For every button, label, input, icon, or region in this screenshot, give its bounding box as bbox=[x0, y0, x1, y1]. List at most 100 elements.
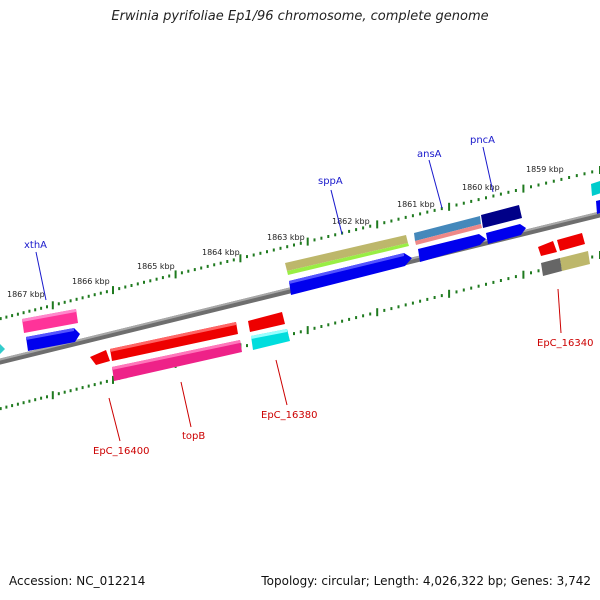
gene-feature[interactable] bbox=[596, 199, 600, 214]
minor-tick bbox=[334, 233, 337, 237]
minor-tick bbox=[433, 296, 436, 299]
gene-feature bbox=[289, 253, 404, 284]
minor-tick bbox=[219, 261, 222, 265]
scale-label-1865: 1865 kbp bbox=[137, 262, 175, 271]
major-tick bbox=[112, 375, 114, 384]
topology-text: Topology: circular; Length: 4,026,322 bp… bbox=[261, 574, 591, 588]
scale-label-1864: 1864 kbp bbox=[202, 248, 240, 257]
gene-feature[interactable] bbox=[26, 328, 80, 351]
scale-label-1866: 1866 kbp bbox=[72, 277, 110, 286]
minor-tick bbox=[87, 294, 90, 298]
minor-tick bbox=[390, 219, 393, 223]
minor-tick bbox=[93, 383, 96, 387]
accession-text: Accession: NC_012214 bbox=[9, 574, 146, 588]
minor-tick bbox=[334, 321, 337, 325]
minor-tick bbox=[149, 279, 152, 283]
minor-tick bbox=[118, 287, 121, 291]
minor-tick bbox=[22, 401, 25, 405]
minor-tick bbox=[11, 404, 14, 408]
minor-tick bbox=[105, 290, 108, 294]
minor-tick bbox=[259, 251, 262, 255]
gene-feature[interactable] bbox=[557, 233, 585, 251]
gene-feature-xthA[interactable] bbox=[22, 309, 78, 333]
minor-tick bbox=[34, 308, 37, 312]
gene-feature-topB[interactable] bbox=[112, 340, 242, 381]
minor-tick bbox=[320, 236, 323, 240]
minor-tick bbox=[355, 228, 358, 232]
minor-tick bbox=[397, 217, 400, 221]
gene-feature-sppA[interactable] bbox=[285, 235, 408, 271]
gene-feature[interactable] bbox=[560, 251, 590, 271]
minor-tick bbox=[537, 269, 540, 273]
minor-tick bbox=[440, 294, 443, 298]
gene-feature[interactable] bbox=[415, 224, 482, 245]
minor-tick bbox=[530, 271, 532, 275]
gene-feature-EpC_16340[interactable] bbox=[538, 241, 557, 256]
minor-tick bbox=[28, 399, 31, 403]
gene-label-ansA[interactable]: ansA bbox=[417, 149, 442, 160]
minor-tick bbox=[46, 395, 48, 399]
gene-feature bbox=[112, 340, 240, 370]
minor-tick bbox=[568, 176, 571, 179]
gene-feature[interactable] bbox=[287, 243, 409, 275]
minor-tick bbox=[313, 238, 316, 242]
minor-tick bbox=[419, 212, 422, 216]
minor-tick bbox=[136, 282, 139, 286]
minor-tick bbox=[404, 303, 407, 307]
gene-label-EpC_16340[interactable]: EpC_16340 bbox=[537, 338, 593, 349]
minor-tick bbox=[426, 297, 429, 301]
minor-tick bbox=[390, 307, 393, 311]
minor-tick bbox=[57, 302, 60, 306]
minor-tick bbox=[81, 386, 84, 390]
minor-tick bbox=[57, 392, 60, 396]
minor-tick bbox=[530, 185, 532, 189]
major-tick bbox=[522, 184, 525, 193]
minor-tick bbox=[193, 268, 196, 272]
gene-label-xthA[interactable]: xthA bbox=[24, 240, 47, 251]
minor-tick bbox=[299, 241, 302, 245]
minor-tick bbox=[369, 312, 372, 316]
gene-label-pncA[interactable]: pncA bbox=[470, 135, 495, 146]
gene-label-EpC_16400[interactable]: EpC_16400 bbox=[93, 446, 149, 457]
gene-feature[interactable] bbox=[110, 322, 238, 361]
minor-tick bbox=[327, 323, 330, 327]
major-tick bbox=[51, 301, 54, 310]
minor-tick bbox=[313, 326, 316, 330]
minor-tick bbox=[369, 224, 372, 228]
minor-tick bbox=[492, 194, 495, 198]
minor-tick bbox=[266, 250, 268, 254]
minor-tick bbox=[383, 221, 386, 225]
minor-tick bbox=[320, 325, 323, 328]
gene-feature[interactable] bbox=[541, 258, 562, 276]
gene-feature-pncA[interactable] bbox=[481, 205, 522, 228]
gene-label-topB[interactable]: topB bbox=[182, 431, 205, 442]
minor-tick bbox=[552, 179, 555, 183]
minor-tick bbox=[293, 243, 295, 247]
minor-tick bbox=[16, 312, 19, 316]
gene-feature[interactable] bbox=[289, 253, 412, 295]
gene-label-sppA[interactable]: sppA bbox=[318, 176, 343, 187]
minor-tick bbox=[560, 177, 563, 181]
gene-feature-EpC_16400[interactable] bbox=[90, 350, 110, 365]
genes-inner bbox=[90, 233, 590, 381]
gene-feature bbox=[22, 309, 76, 322]
major-tick bbox=[448, 289, 451, 298]
minor-tick bbox=[22, 311, 25, 315]
scale-label-1860: 1860 kbp bbox=[462, 183, 500, 192]
gene-feature-EpC_16380[interactable] bbox=[248, 312, 285, 332]
gene-feature[interactable] bbox=[418, 234, 486, 262]
scale-label-1863: 1863 kbp bbox=[267, 233, 305, 242]
gene-feature[interactable] bbox=[486, 224, 526, 244]
gene-feature[interactable] bbox=[0, 342, 5, 356]
minor-tick bbox=[130, 284, 133, 287]
minor-tick bbox=[355, 316, 358, 320]
tick-track-inner bbox=[0, 251, 600, 411]
gene-label-EpC_16380[interactable]: EpC_16380 bbox=[261, 410, 317, 421]
label-leaders bbox=[35, 146, 562, 442]
minor-tick bbox=[180, 271, 183, 275]
gene-feature-ansA[interactable] bbox=[414, 216, 481, 241]
minor-tick bbox=[485, 196, 487, 200]
map-title: Erwinia pyrifoliae Ep1/96 chromosome, co… bbox=[111, 9, 489, 24]
gene-feature[interactable] bbox=[591, 180, 600, 196]
minor-tick bbox=[362, 226, 365, 230]
